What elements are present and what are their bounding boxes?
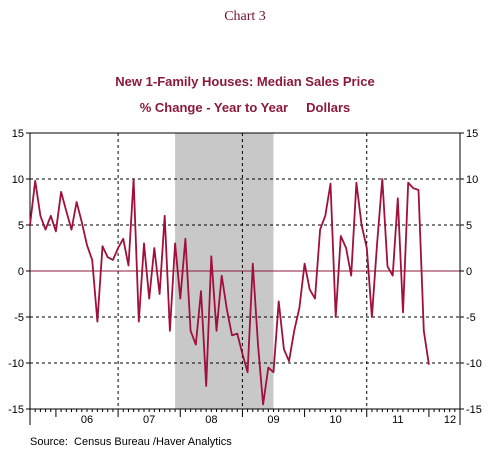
- y-tick-label-right: 10: [466, 174, 478, 186]
- series-line: [29, 178, 430, 406]
- y-tick-label-right: 15: [466, 128, 478, 140]
- plot-area: 15 15 10 10 5 5 0 0 -5 -5 -10 -10 -15 -15 06 07 08 09 10 11…: [8, 128, 482, 426]
- chart-subtitle: % Change - Year to Year Dollars: [140, 100, 351, 115]
- y-tick-label-right: -15: [466, 404, 482, 416]
- x-tick-label: 07: [143, 414, 155, 426]
- x-tick-label: 09: [267, 414, 279, 426]
- y-tick-label-left: 5: [18, 220, 24, 232]
- y-tick-label-right: 5: [466, 220, 472, 232]
- chart-title: New 1-Family Houses: Median Sales Price: [115, 74, 374, 89]
- source-note: Source: Census Bureau /Haver Analytics: [30, 436, 232, 448]
- y-tick-label-right: -10: [466, 358, 482, 370]
- y-tick-label-right: 0: [466, 266, 472, 278]
- y-tick-label-left: -15: [8, 404, 24, 416]
- y-tick-label-left: 15: [12, 128, 24, 140]
- x-tick-label: 12: [444, 414, 456, 426]
- y-tick-label-left: 10: [12, 174, 24, 186]
- y-tick-label-left: 0: [18, 266, 24, 278]
- x-tick-label: 06: [81, 414, 93, 426]
- x-tick-label: 11: [392, 414, 403, 426]
- x-tick-label: 10: [330, 414, 342, 426]
- x-tick-label: 08: [205, 414, 217, 426]
- y-tick-label-left: -5: [14, 312, 24, 324]
- y-tick-label-left: -10: [8, 358, 24, 370]
- y-tick-label-right: -5: [466, 312, 476, 324]
- chart-number: Chart 3: [224, 9, 266, 24]
